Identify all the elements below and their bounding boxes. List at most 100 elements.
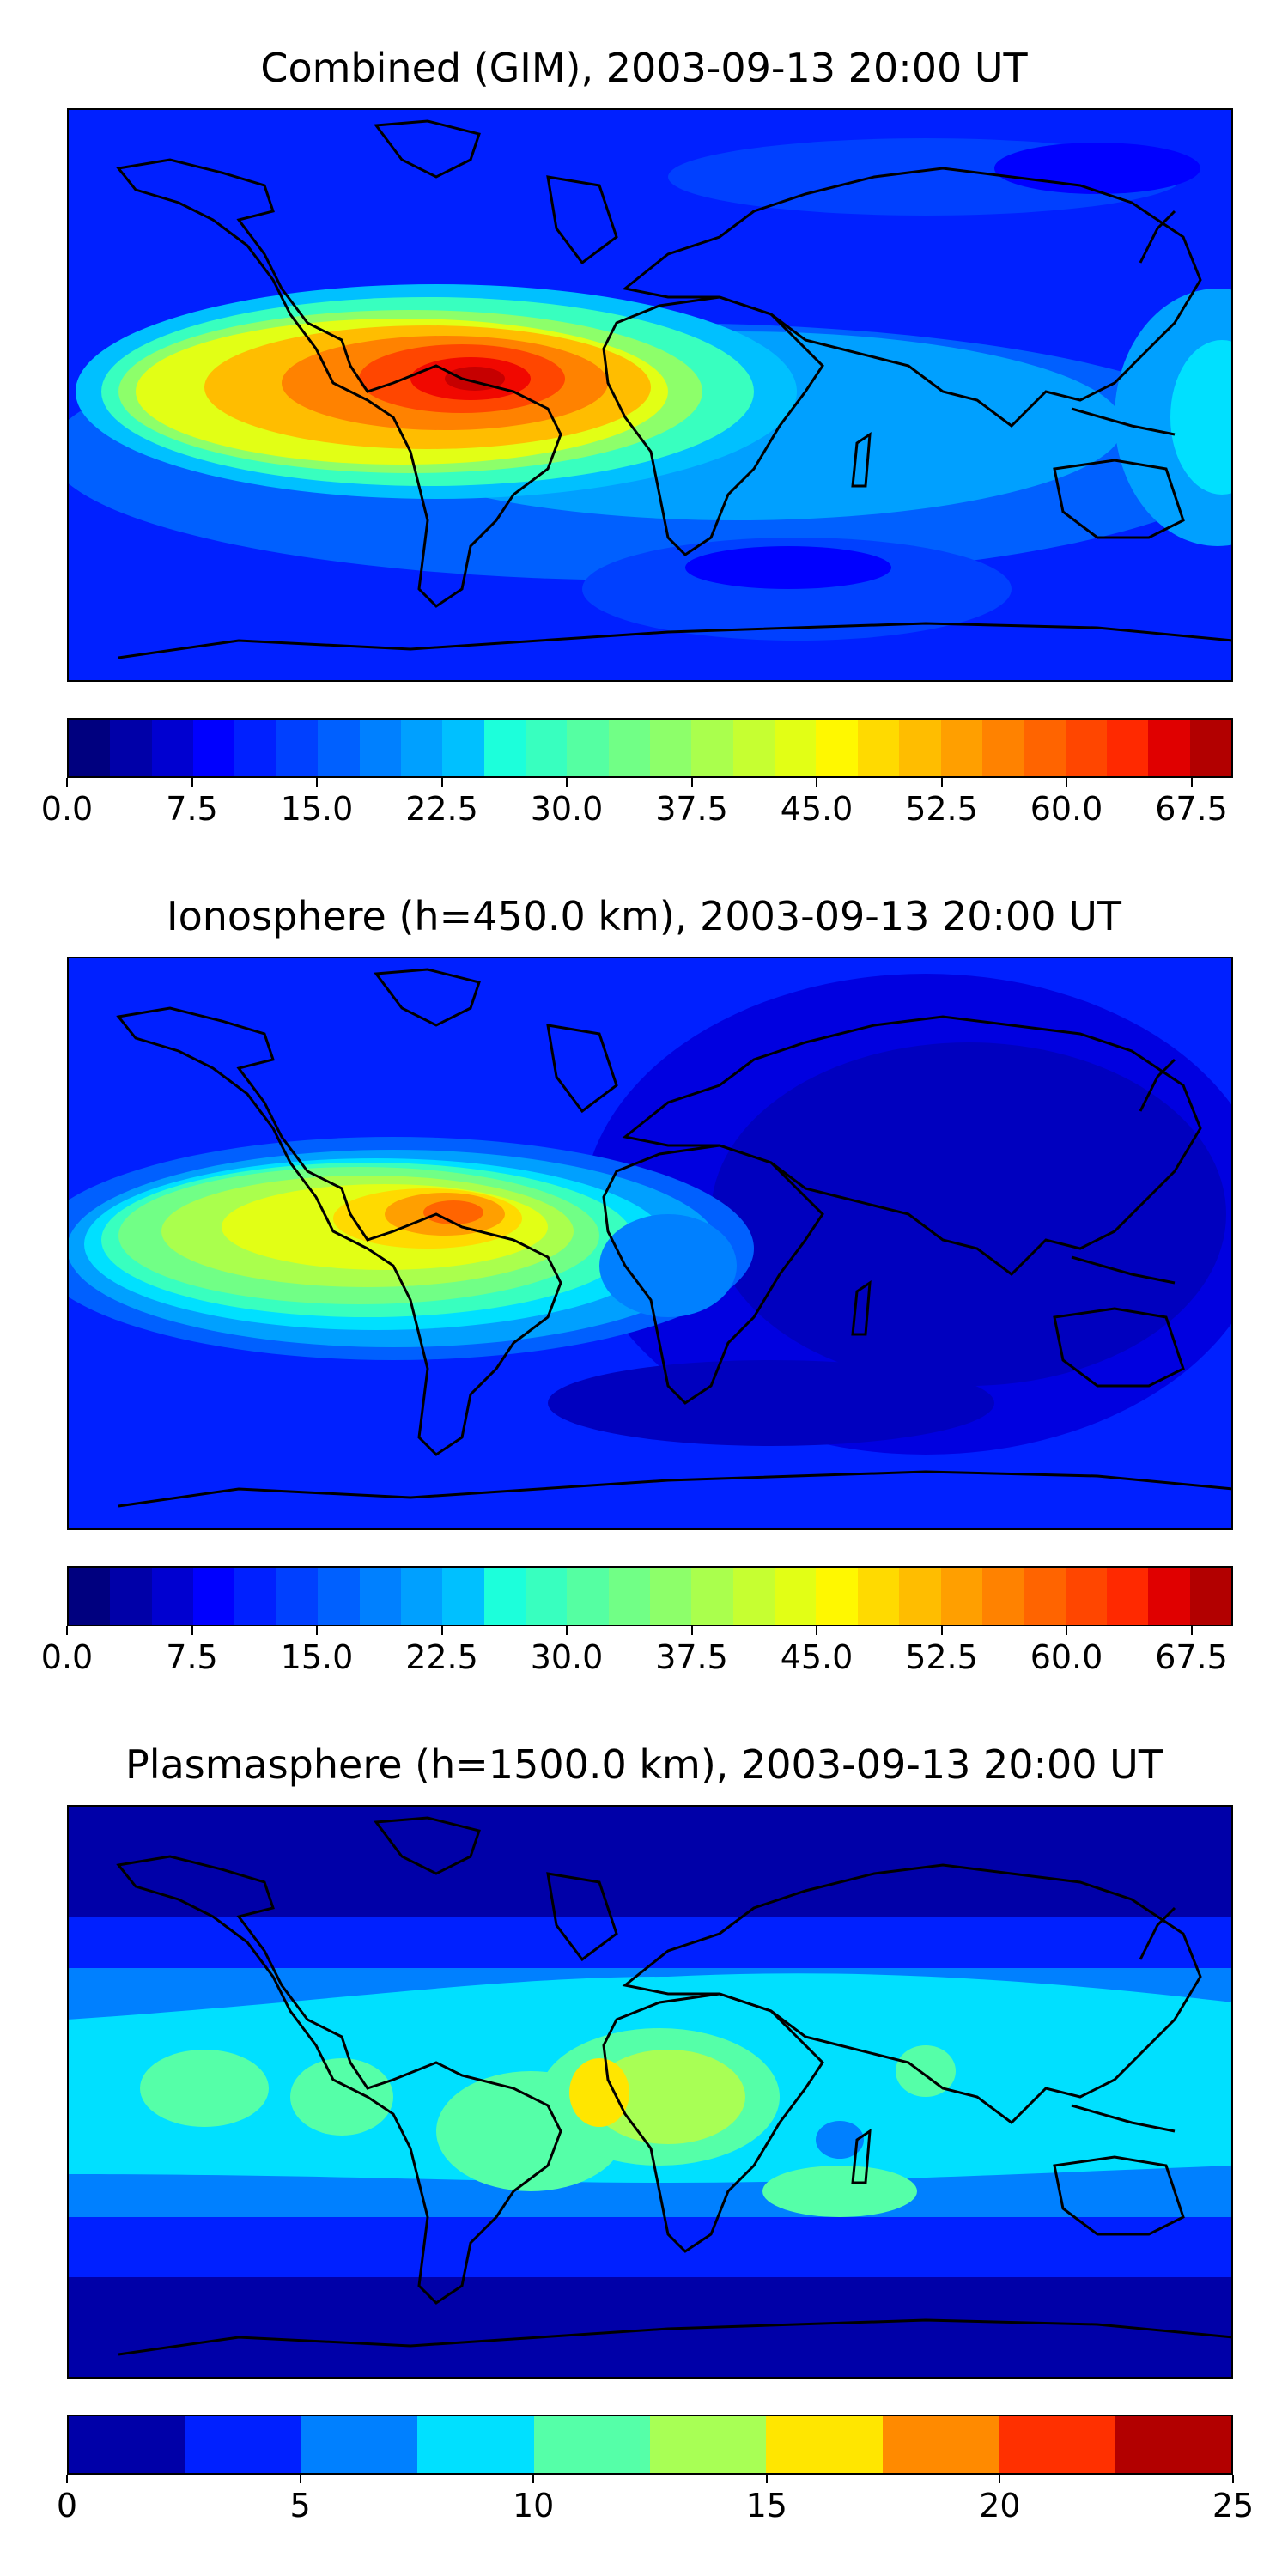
map-ionosphere-svg: [67, 957, 1233, 1530]
colorbar-tick-label: 52.5: [905, 1638, 978, 1676]
colorbar-tick-label: 7.5: [166, 1638, 218, 1676]
colorbar-tick-mark: [1190, 1626, 1193, 1635]
colorbar-segment: [766, 2416, 883, 2473]
colorbar-tick-mark: [690, 1626, 693, 1635]
colorbar-tick-label: 0: [56, 2487, 78, 2524]
colorbar-tick-mark: [66, 1626, 68, 1635]
colorbar-segment: [691, 1568, 733, 1625]
panel-2-title: Ionosphere (h=450.0 km), 2003-09-13 20:0…: [167, 893, 1121, 939]
colorbar-segment: [193, 720, 235, 776]
colorbar-tick-label: 5: [289, 2487, 311, 2524]
colorbar-tick-label: 30.0: [530, 790, 604, 828]
colorbar-segment: [608, 720, 651, 776]
colorbar-tick-mark: [299, 2475, 301, 2483]
colorbar-tick-label: 30.0: [530, 1638, 604, 1676]
coastlines: [116, 968, 1233, 1508]
colorbar-segment: [400, 1568, 443, 1625]
colorbar-segment: [732, 1568, 775, 1625]
colorbar-segment: [110, 1568, 152, 1625]
heat-band: [599, 1214, 737, 1317]
colorbar-tick-mark: [66, 2475, 68, 2483]
colorbar-segment: [882, 2416, 999, 2473]
colorbar-ionosphere: [67, 1566, 1233, 1626]
colorbar-segment: [1106, 720, 1149, 776]
colorbar-tick-mark: [690, 778, 693, 787]
colorbar-segment: [525, 1568, 568, 1625]
map-frame: [67, 957, 1233, 1530]
heat-band: [290, 2058, 393, 2136]
colorbar-segment: [567, 1568, 609, 1625]
colorbar-segment: [234, 720, 276, 776]
colorbar-segment: [110, 720, 152, 776]
colorbar-segment: [940, 720, 982, 776]
colorbar-tick-label: 10: [513, 2487, 555, 2524]
colorbar-plasmasphere-ticks: 0 5 10 15 20 25: [57, 2475, 1254, 2526]
colorbar-tick-label: 37.5: [655, 790, 728, 828]
colorbar-tick-mark: [532, 2475, 535, 2483]
heat-band: [548, 1360, 994, 1446]
map-frame: [67, 1805, 1233, 2379]
colorbar-tick-label: 7.5: [166, 790, 218, 828]
colorbar-segment: [151, 1568, 194, 1625]
colorbar-tick-label: 60.0: [1030, 1638, 1103, 1676]
colorbar-segment: [1189, 1568, 1232, 1625]
map-frame: [67, 108, 1233, 682]
colorbar-segment: [525, 720, 568, 776]
heat-band: [816, 2121, 864, 2159]
colorbar-ionosphere-ticks: 0.0 7.5 15.0 22.5 30.0 37.5 45.0 52.5 60.0 67.5: [41, 1626, 1233, 1678]
colorbar-segment: [1148, 1568, 1190, 1625]
colorbar-tick-label: 67.5: [1155, 790, 1228, 828]
colorbar-segment: [69, 720, 111, 776]
colorbar-combined-ticks: 0.0 7.5 15.0 22.5 30.0 37.5 45.0 52.5 60.0 67.5: [41, 778, 1233, 829]
colorbar-segment: [857, 1568, 900, 1625]
heat-band: [994, 143, 1200, 194]
colorbar-segment: [318, 720, 360, 776]
heat-band: [896, 2045, 956, 2097]
colorbar-segment: [816, 720, 858, 776]
colorbar-tick-label: 15: [745, 2487, 787, 2524]
map-plasmasphere: [67, 1805, 1233, 2379]
colorbar-segment: [276, 1568, 319, 1625]
coastlines: [116, 119, 1233, 659]
colorbar-segment: [483, 1568, 526, 1625]
colorbar-tick-label: 52.5: [905, 790, 978, 828]
colorbar-segment: [567, 720, 609, 776]
colorbar-segment: [999, 2416, 1115, 2473]
colorbar-tick-mark: [566, 778, 568, 787]
map-combined: [67, 108, 1233, 682]
colorbar-segment: [1189, 720, 1232, 776]
heat-band: [711, 1042, 1226, 1386]
colorbar-segment: [650, 2416, 767, 2473]
colorbar-segment: [1065, 1568, 1107, 1625]
colorbar-tick-mark: [816, 778, 817, 787]
colorbar-tick-label: 0.0: [40, 1638, 94, 1676]
colorbar-segment: [732, 720, 775, 776]
colorbar-segment: [359, 1568, 401, 1625]
colorbar-segment: [857, 720, 900, 776]
colorbar-tick-mark: [765, 2475, 768, 2483]
colorbar-segment: [318, 1568, 360, 1625]
colorbar-segment: [981, 1568, 1024, 1625]
colorbar-tick-mark: [66, 778, 68, 787]
colorbar-segment: [608, 1568, 651, 1625]
colorbar-tick-label: 25: [1212, 2487, 1255, 2524]
colorbar-segment: [1024, 1568, 1066, 1625]
colorbar-segment: [185, 2416, 301, 2473]
colorbar-segment: [775, 720, 817, 776]
heat-band: [1170, 340, 1233, 495]
colorbar-segment: [301, 2416, 418, 2473]
colorbar-segment: [1115, 2416, 1232, 2473]
colorbar-tick-mark: [999, 2475, 1001, 2483]
colorbar-tick-mark: [1190, 778, 1193, 787]
colorbar-tick-mark: [191, 1626, 193, 1635]
map-plasmasphere-svg: [67, 1805, 1233, 2379]
colorbar-segment: [650, 720, 692, 776]
map-ionosphere: [67, 957, 1233, 1530]
colorbar-segment: [940, 1568, 982, 1625]
colorbar-tick-label: 45.0: [780, 1638, 854, 1676]
colorbar-tick-label: 15.0: [280, 1638, 354, 1676]
colorbar-segment: [533, 2416, 651, 2473]
colorbar-segment: [69, 1568, 111, 1625]
colorbar-segment: [276, 720, 319, 776]
panel-3-title: Plasmasphere (h=1500.0 km), 2003-09-13 2…: [125, 1741, 1163, 1788]
